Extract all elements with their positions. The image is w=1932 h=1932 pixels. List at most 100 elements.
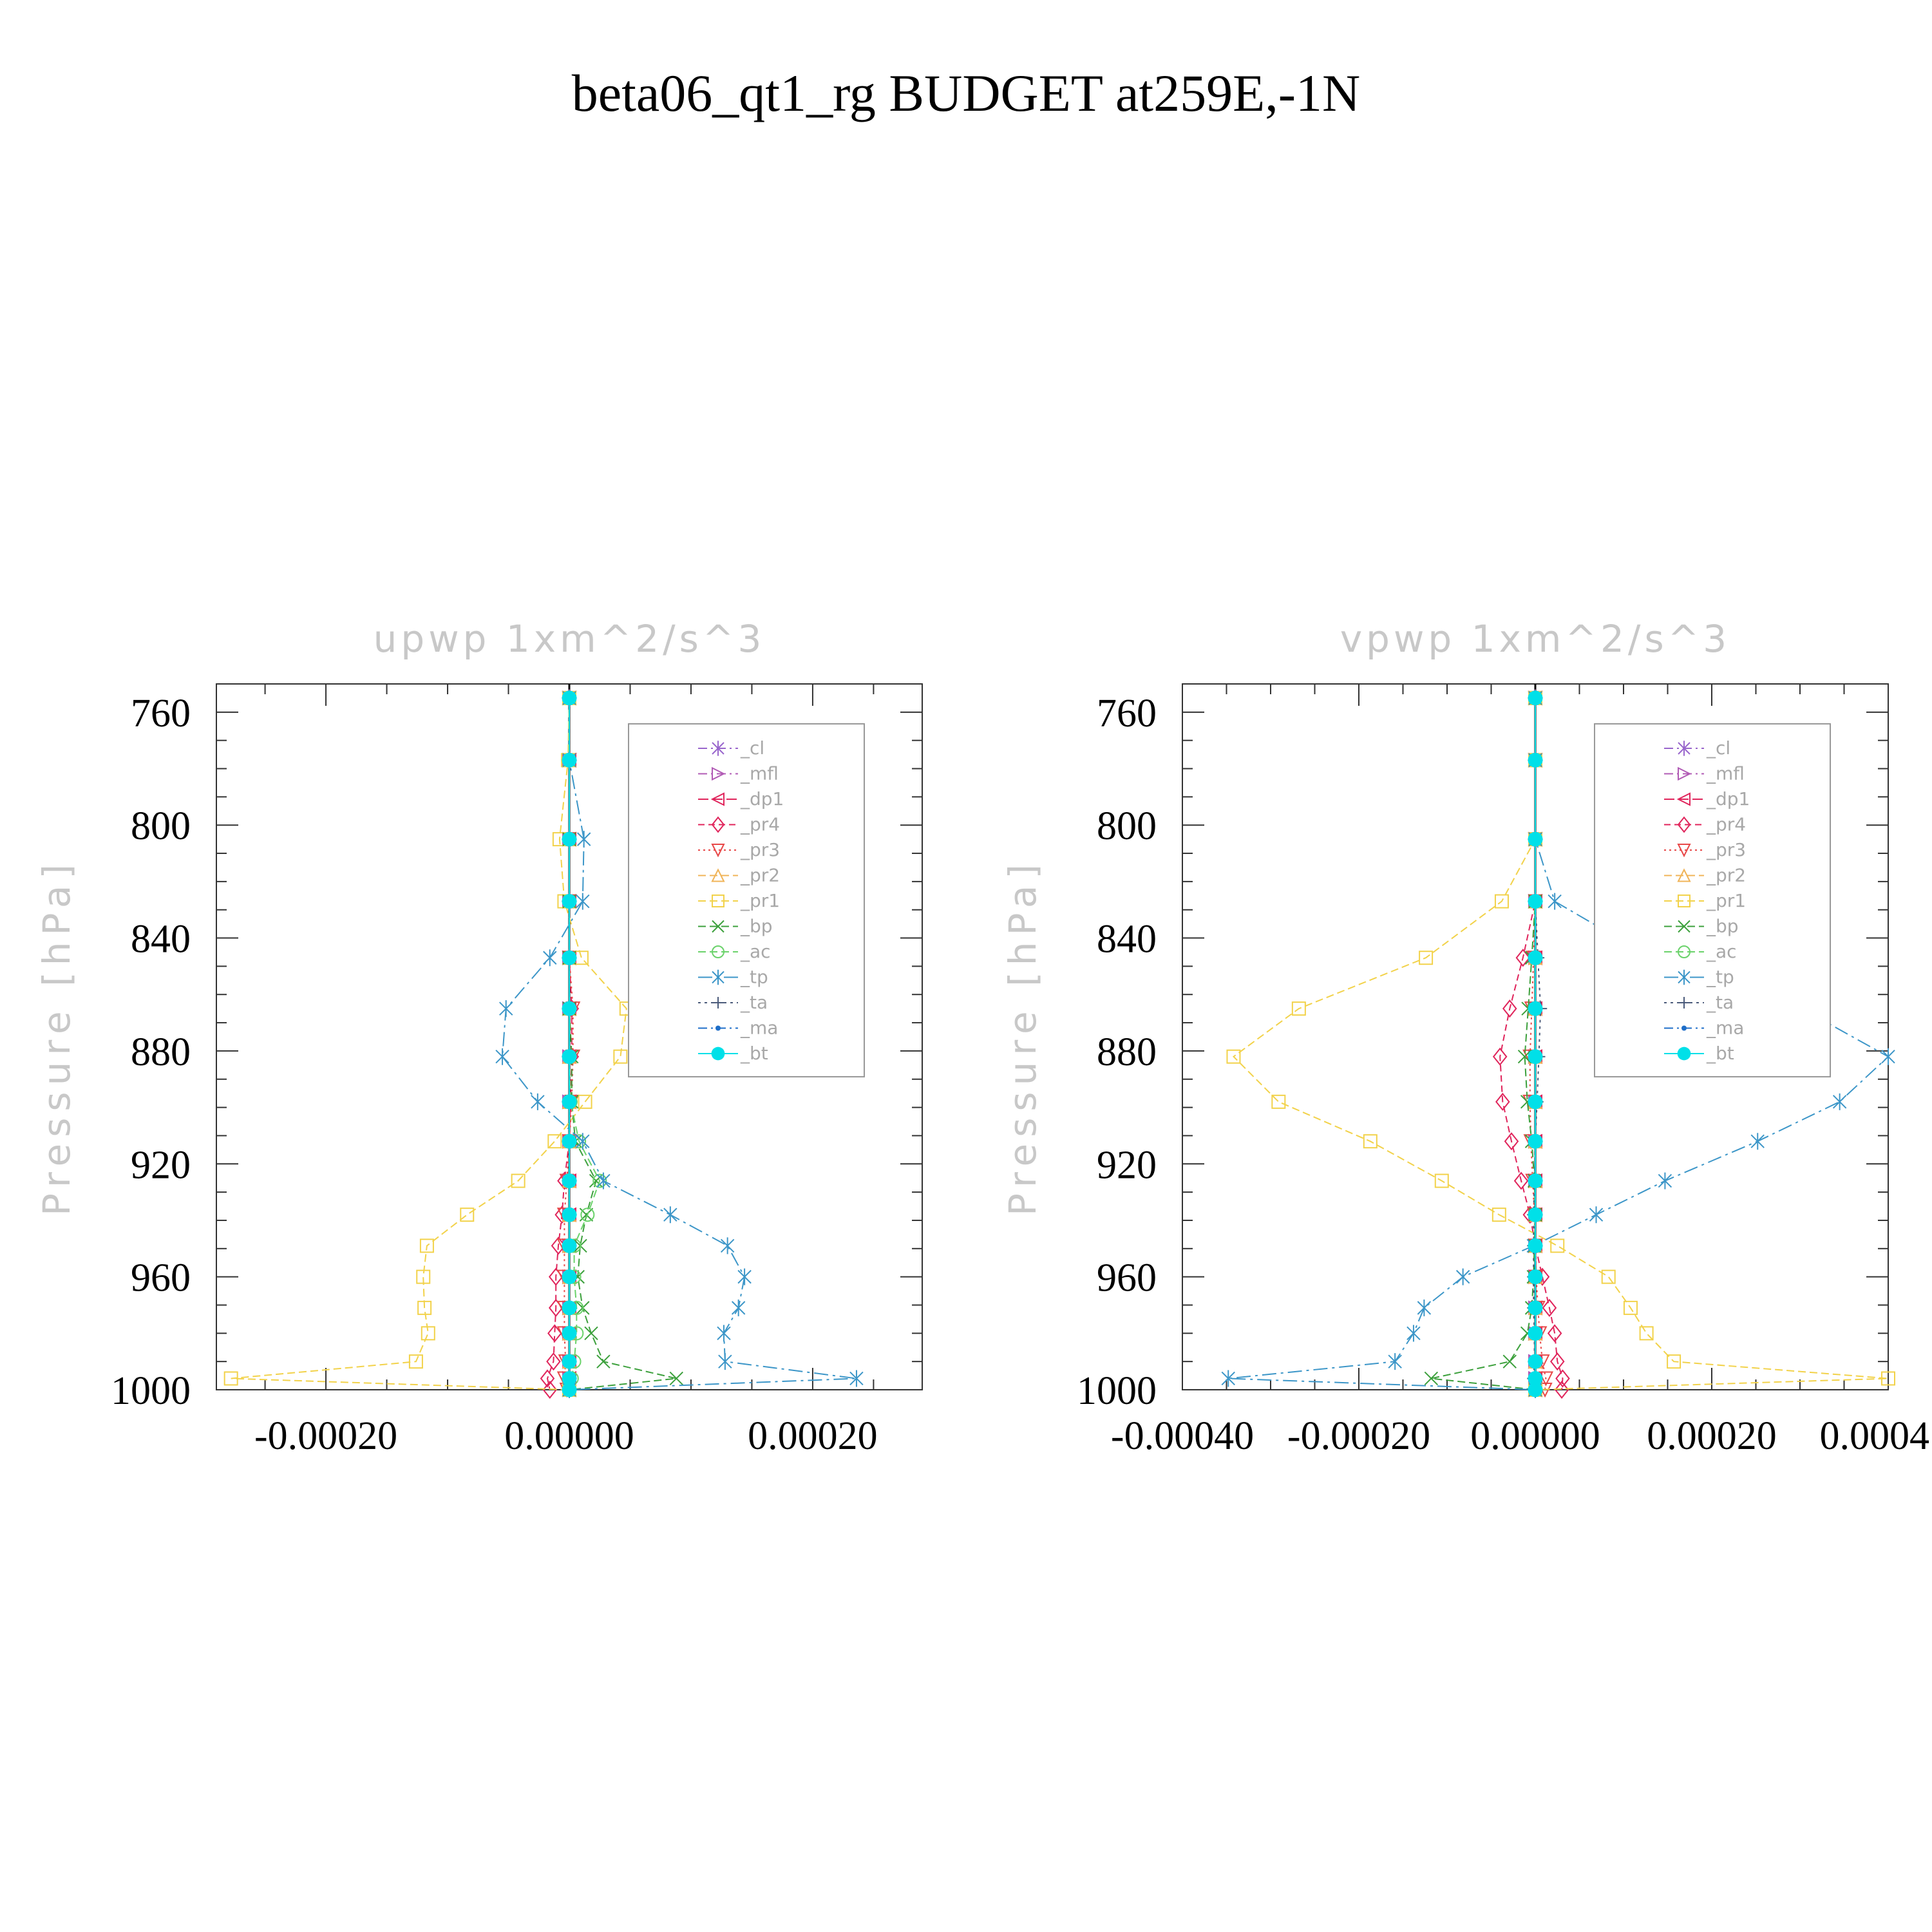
legend-label: _pr4 bbox=[740, 814, 780, 835]
data-point-bt bbox=[562, 1382, 577, 1397]
data-point-tp bbox=[1455, 1268, 1470, 1285]
legend-label: _bp bbox=[740, 916, 773, 937]
data-point-pr4 bbox=[540, 1369, 555, 1388]
data-point-pr4 bbox=[1547, 1324, 1562, 1343]
legend-marker bbox=[711, 1046, 725, 1061]
data-point-pr4 bbox=[546, 1352, 561, 1371]
data-point-bp bbox=[589, 1173, 603, 1188]
legend-label: _ma bbox=[1706, 1018, 1744, 1039]
data-point-tp bbox=[1881, 1048, 1895, 1065]
data-point-tp bbox=[718, 1353, 732, 1370]
data-point-pr1 bbox=[419, 1238, 434, 1253]
data-point-bt bbox=[562, 1300, 577, 1316]
legend-label: _ac bbox=[740, 941, 771, 962]
series-bt bbox=[1528, 690, 1543, 1397]
series-pr3 bbox=[1522, 690, 1554, 1398]
data-point-pr1 bbox=[416, 1269, 431, 1284]
data-point-bt bbox=[1528, 1300, 1543, 1316]
data-point-bt bbox=[562, 752, 577, 768]
data-point-tp bbox=[1548, 893, 1562, 910]
data-point-pr1 bbox=[1667, 1354, 1681, 1369]
legend-label: _pr2 bbox=[1706, 865, 1746, 886]
data-point-tp bbox=[717, 1325, 731, 1342]
x-tick-label: 0.0004 bbox=[1820, 1414, 1930, 1458]
data-point-pr1 bbox=[1494, 894, 1509, 909]
panel-title: upwp 1xm^2/s^3 bbox=[374, 617, 766, 661]
data-point-bp bbox=[596, 1354, 611, 1368]
data-point-bt bbox=[1528, 1207, 1543, 1222]
data-point-bt bbox=[1528, 1094, 1543, 1110]
legend-marker bbox=[1676, 792, 1690, 806]
data-point-bt bbox=[562, 1173, 577, 1189]
data-point-bp bbox=[669, 1371, 683, 1386]
data-point-tp bbox=[1388, 1353, 1402, 1370]
legend-label: _ta bbox=[740, 992, 768, 1013]
series-line-ac bbox=[569, 697, 601, 1390]
data-point-bt bbox=[1528, 1173, 1543, 1189]
data-point-bt bbox=[1528, 1325, 1543, 1341]
data-point-bt bbox=[1528, 1049, 1543, 1065]
data-point-pr1 bbox=[578, 1094, 592, 1109]
data-point-bt bbox=[562, 831, 577, 847]
y-tick-label: 800 bbox=[131, 804, 191, 848]
legend-marker bbox=[1677, 844, 1691, 858]
series-line-tp bbox=[1228, 697, 1889, 1390]
data-point-pr1 bbox=[460, 1208, 475, 1222]
data-point-bt bbox=[562, 1094, 577, 1110]
x-tick-label: 0.00000 bbox=[504, 1414, 634, 1458]
data-point-pr1 bbox=[408, 1354, 423, 1369]
data-point-bt bbox=[562, 1133, 577, 1149]
series-line-tp bbox=[502, 697, 857, 1390]
x-tick-label: -0.00040 bbox=[1111, 1414, 1254, 1458]
legend-marker bbox=[1678, 997, 1690, 1009]
legend-label: _ma bbox=[740, 1018, 778, 1039]
panel-title: vpwp 1xm^2/s^3 bbox=[1340, 617, 1730, 661]
data-point-pr1 bbox=[1601, 1269, 1616, 1284]
legend-marker bbox=[1677, 1046, 1691, 1061]
y-axis-label: Pressure [hPa] bbox=[35, 858, 79, 1216]
legend-label: _pr1 bbox=[1706, 890, 1746, 911]
series-group bbox=[1221, 688, 1895, 1399]
data-point-tp bbox=[576, 893, 590, 910]
data-point-pr1 bbox=[1550, 1238, 1565, 1253]
data-point-tp bbox=[543, 949, 557, 967]
legend-marker bbox=[711, 816, 725, 833]
y-tick-label: 760 bbox=[1097, 692, 1157, 735]
data-point-pr1 bbox=[1291, 1001, 1306, 1016]
data-point-pr1 bbox=[1226, 1049, 1241, 1064]
legend-label: _pr2 bbox=[740, 865, 780, 886]
data-point-pr4 bbox=[1554, 1380, 1569, 1399]
data-point-pr1 bbox=[1434, 1173, 1449, 1188]
data-point-pr4 bbox=[1515, 949, 1531, 967]
data-point-tp bbox=[1589, 1206, 1604, 1224]
data-point-bp bbox=[1424, 1371, 1439, 1386]
data-point-tp bbox=[531, 1093, 545, 1110]
data-point-pr4 bbox=[1542, 1298, 1557, 1317]
series-line-pr4 bbox=[1499, 697, 1564, 1390]
legend-label: _bt bbox=[740, 1043, 768, 1064]
data-point-pr4 bbox=[1504, 1132, 1519, 1151]
data-point-pr1 bbox=[613, 1049, 628, 1064]
series-pr4 bbox=[1492, 688, 1570, 1399]
data-point-bt bbox=[562, 1001, 577, 1016]
series-line-pr1 bbox=[231, 697, 627, 1390]
legend-label: _bt bbox=[1706, 1043, 1734, 1064]
legend-marker bbox=[715, 1025, 721, 1031]
legend-label: _cl bbox=[1706, 737, 1730, 759]
data-point-tp bbox=[1658, 1172, 1672, 1189]
legend-marker bbox=[1678, 945, 1690, 958]
legend-label: _mfl bbox=[1706, 763, 1745, 784]
data-point-bt bbox=[1528, 1354, 1543, 1369]
series-group bbox=[223, 688, 864, 1399]
legend: _cl _mfl _dp1 _pr4 _pr3 _pr2 _pr1 _bp _ac _tp _ta _… bbox=[628, 723, 865, 1077]
data-point-pr4 bbox=[1492, 1047, 1508, 1066]
legend-marker bbox=[1678, 741, 1690, 756]
data-point-tp bbox=[663, 1206, 677, 1224]
legend-label: _tp bbox=[740, 967, 768, 988]
data-point-tp bbox=[576, 1133, 590, 1150]
legend-box bbox=[1594, 723, 1831, 1077]
y-tick-label: 920 bbox=[131, 1143, 191, 1187]
plot-panel-1: upwp 1xm^2/s^3 Pressure [hPa] 760 800 840 880… bbox=[35, 617, 923, 1458]
data-point-pr1 bbox=[1492, 1208, 1506, 1222]
legend-box bbox=[628, 723, 865, 1077]
